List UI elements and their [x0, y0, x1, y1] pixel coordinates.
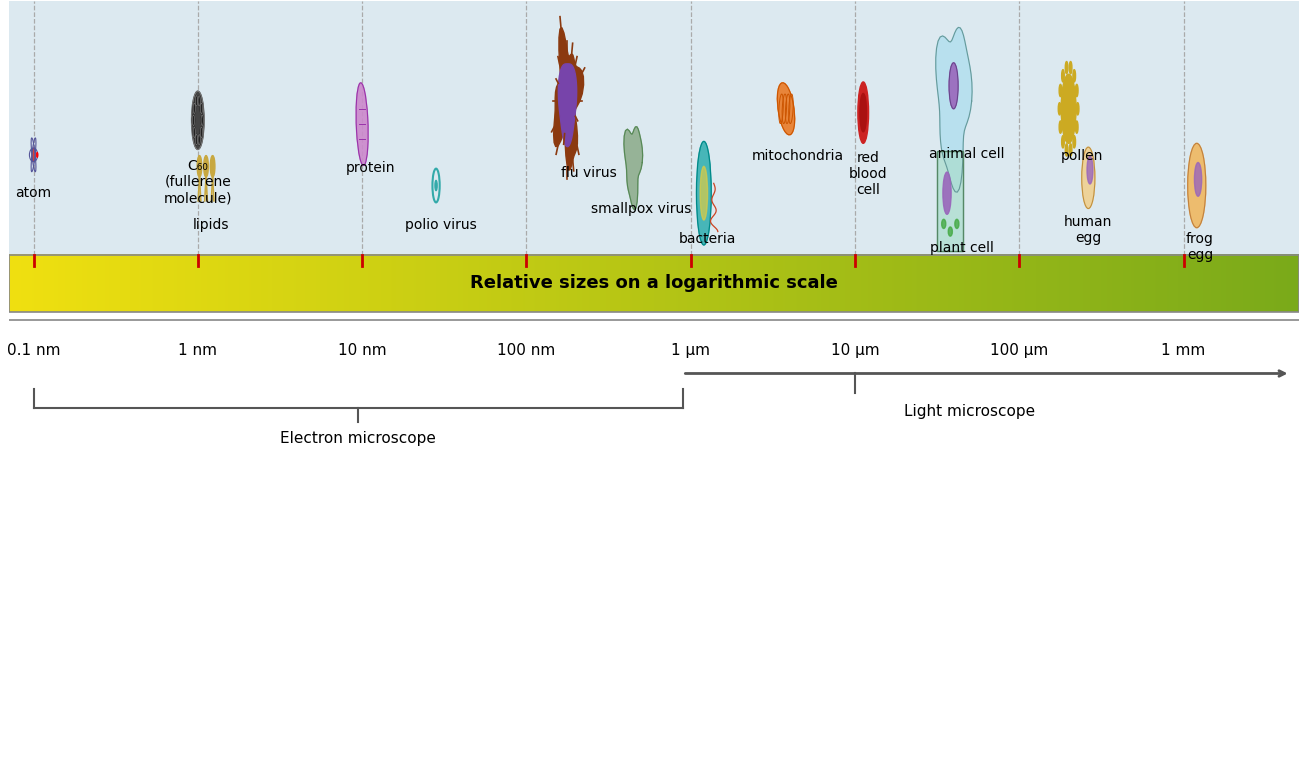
- Circle shape: [198, 95, 200, 106]
- Circle shape: [1076, 102, 1079, 115]
- Circle shape: [200, 127, 203, 138]
- Circle shape: [204, 156, 208, 177]
- Circle shape: [1075, 121, 1078, 133]
- Ellipse shape: [697, 142, 711, 245]
- Text: protein: protein: [346, 161, 395, 175]
- Text: animal cell: animal cell: [930, 147, 1005, 161]
- Circle shape: [1061, 74, 1076, 143]
- Ellipse shape: [949, 63, 958, 109]
- Ellipse shape: [858, 82, 868, 143]
- Bar: [9, 2, 1299, 308]
- Circle shape: [191, 91, 204, 149]
- Text: 10 nm: 10 nm: [338, 343, 386, 358]
- Text: C₆₀
(fullerene
molecule): C₆₀ (fullerene molecule): [164, 159, 233, 205]
- Text: 1 mm: 1 mm: [1161, 343, 1205, 358]
- Text: 1 nm: 1 nm: [178, 343, 217, 358]
- Circle shape: [1070, 62, 1072, 74]
- Text: mitochondria: mitochondria: [751, 149, 844, 162]
- Polygon shape: [558, 64, 577, 146]
- Circle shape: [1070, 144, 1072, 156]
- Circle shape: [198, 135, 200, 145]
- Circle shape: [1060, 121, 1062, 133]
- Ellipse shape: [701, 166, 707, 220]
- Ellipse shape: [954, 219, 959, 229]
- Text: pollen: pollen: [1061, 149, 1102, 162]
- Circle shape: [195, 95, 198, 106]
- Circle shape: [1062, 136, 1065, 148]
- Text: red
blood
cell: red blood cell: [849, 151, 888, 197]
- Circle shape: [195, 135, 198, 145]
- Ellipse shape: [942, 172, 952, 214]
- Circle shape: [32, 148, 35, 162]
- Ellipse shape: [859, 93, 867, 132]
- Polygon shape: [936, 28, 972, 192]
- Text: 100 nm: 100 nm: [498, 343, 555, 358]
- Circle shape: [1075, 85, 1078, 96]
- Circle shape: [1065, 144, 1067, 156]
- Circle shape: [1058, 102, 1061, 115]
- Text: Light microscope: Light microscope: [905, 404, 1035, 419]
- Ellipse shape: [777, 83, 794, 135]
- Circle shape: [1072, 136, 1075, 148]
- Bar: [937, 151, 963, 251]
- Text: frog
egg: frog egg: [1186, 232, 1214, 262]
- Text: 1 μm: 1 μm: [671, 343, 710, 358]
- Bar: [937, 151, 963, 251]
- Polygon shape: [554, 28, 584, 170]
- Ellipse shape: [948, 227, 953, 236]
- Circle shape: [1087, 156, 1093, 184]
- Circle shape: [192, 115, 195, 126]
- Text: Electron microscope: Electron microscope: [280, 431, 436, 446]
- Text: human
egg: human egg: [1065, 215, 1113, 245]
- Ellipse shape: [356, 83, 368, 166]
- Circle shape: [1065, 62, 1067, 74]
- Circle shape: [202, 115, 203, 126]
- Circle shape: [1062, 69, 1065, 82]
- Text: lipids: lipids: [192, 218, 229, 232]
- Bar: [9, 255, 1299, 312]
- Text: 10 μm: 10 μm: [831, 343, 879, 358]
- Text: flu virus: flu virus: [562, 166, 616, 180]
- Text: 0.1 nm: 0.1 nm: [6, 343, 60, 358]
- Polygon shape: [624, 127, 642, 210]
- Circle shape: [436, 180, 437, 191]
- Text: atom: atom: [16, 186, 52, 199]
- Text: 100 μm: 100 μm: [991, 343, 1048, 358]
- Circle shape: [1072, 69, 1075, 82]
- Text: bacteria: bacteria: [679, 232, 736, 246]
- Circle shape: [194, 127, 195, 138]
- Circle shape: [1188, 143, 1206, 228]
- Circle shape: [198, 156, 202, 177]
- Ellipse shape: [941, 219, 946, 229]
- Text: smallpox virus: smallpox virus: [592, 203, 692, 216]
- Circle shape: [194, 103, 195, 113]
- Text: plant cell: plant cell: [930, 241, 993, 255]
- Text: Relative sizes on a logarithmic scale: Relative sizes on a logarithmic scale: [469, 274, 837, 293]
- Circle shape: [211, 156, 214, 177]
- Circle shape: [200, 103, 203, 113]
- Circle shape: [1060, 85, 1062, 96]
- Circle shape: [1082, 147, 1095, 209]
- Text: polio virus: polio virus: [406, 218, 477, 232]
- Circle shape: [1195, 162, 1201, 196]
